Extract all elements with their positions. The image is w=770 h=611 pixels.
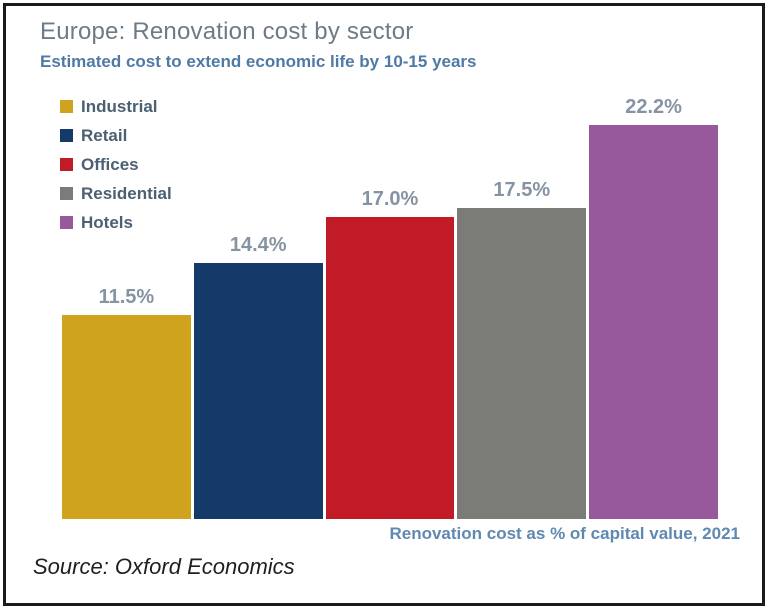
legend-label: Industrial xyxy=(81,96,158,116)
legend-label: Residential xyxy=(81,183,172,203)
legend-label: Retail xyxy=(81,125,128,145)
source-note: Source: Oxford Economics xyxy=(33,554,295,579)
bar-rect-retail xyxy=(193,263,323,519)
bar-column-offices: 17.0% xyxy=(325,188,455,519)
legend-item-industrial: Industrial xyxy=(60,92,172,121)
legend-swatch-icon xyxy=(60,158,73,171)
bar-value-label: 17.5% xyxy=(493,179,551,201)
bar-rect-industrial xyxy=(62,315,191,519)
chart-title: Europe: Renovation cost by sector xyxy=(40,18,414,45)
legend-swatch-icon xyxy=(60,216,73,229)
legend-item-retail: Retail xyxy=(60,121,172,150)
bar-column-industrial: 11.5% xyxy=(62,286,191,519)
x-axis-note: Renovation cost as % of capital value, 2… xyxy=(389,524,740,543)
legend-item-hotels: Hotels xyxy=(60,208,172,237)
legend-label: Offices xyxy=(81,154,139,174)
bar-value-label: 14.4% xyxy=(229,234,287,256)
bar-rect-residential xyxy=(457,208,587,519)
chart-subtitle: Estimated cost to extend economic life b… xyxy=(40,52,477,71)
bar-value-label: 17.0% xyxy=(361,188,419,210)
bar-value-label: 22.2% xyxy=(625,96,682,118)
bar-column-hotels: 22.2% xyxy=(589,96,718,519)
legend-swatch-icon xyxy=(60,187,73,200)
bar-column-residential: 17.5% xyxy=(457,179,587,519)
legend-swatch-icon xyxy=(60,100,73,113)
plot-area: 11.5% 14.4% 17.0% 17.5% 22.2% xyxy=(62,96,718,519)
legend-item-residential: Residential xyxy=(60,179,172,208)
bar-value-label: 11.5% xyxy=(98,286,155,308)
bar-column-retail: 14.4% xyxy=(193,234,323,519)
legend: Industrial Retail Offices Residential Hotels xyxy=(60,92,172,237)
legend-swatch-icon xyxy=(60,129,73,142)
legend-item-offices: Offices xyxy=(60,150,172,179)
bar-rect-offices xyxy=(325,217,455,519)
bar-rect-hotels xyxy=(589,125,718,519)
legend-label: Hotels xyxy=(81,212,133,232)
